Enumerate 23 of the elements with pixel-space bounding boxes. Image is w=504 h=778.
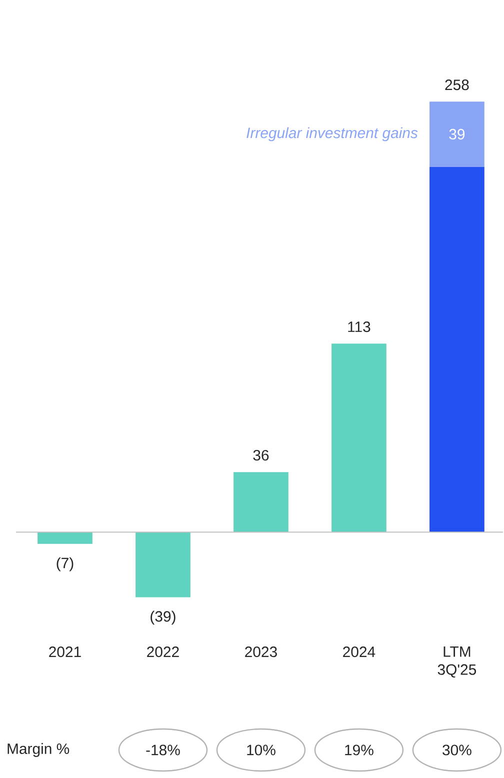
data-label: 113 <box>348 321 370 332</box>
bar <box>136 532 191 598</box>
text: 19% <box>345 744 374 756</box>
x-tick-label: 2024 <box>343 646 376 658</box>
bar <box>430 102 485 167</box>
text: Margin % <box>8 743 70 757</box>
x-tick-label: 2022 <box>147 646 180 658</box>
data-label: (7) <box>57 557 74 572</box>
x-tick-label: 2023 <box>245 646 278 658</box>
x-tick-label: 2021 <box>49 646 82 658</box>
data-label: (39) <box>150 610 176 625</box>
data-label: 39 <box>449 128 465 140</box>
annotation: Irregular investment gains <box>246 127 418 142</box>
bar <box>332 344 387 532</box>
total-label: 258 <box>445 80 470 90</box>
bar <box>234 472 289 532</box>
bar <box>38 532 93 544</box>
text: -18% <box>146 744 180 756</box>
text: 30% <box>442 744 472 756</box>
text: 10% <box>247 744 276 756</box>
x-tick-label: LTM 3Q'25 <box>438 646 476 678</box>
data-label: 36 <box>253 450 269 461</box>
bar <box>430 166 485 532</box>
